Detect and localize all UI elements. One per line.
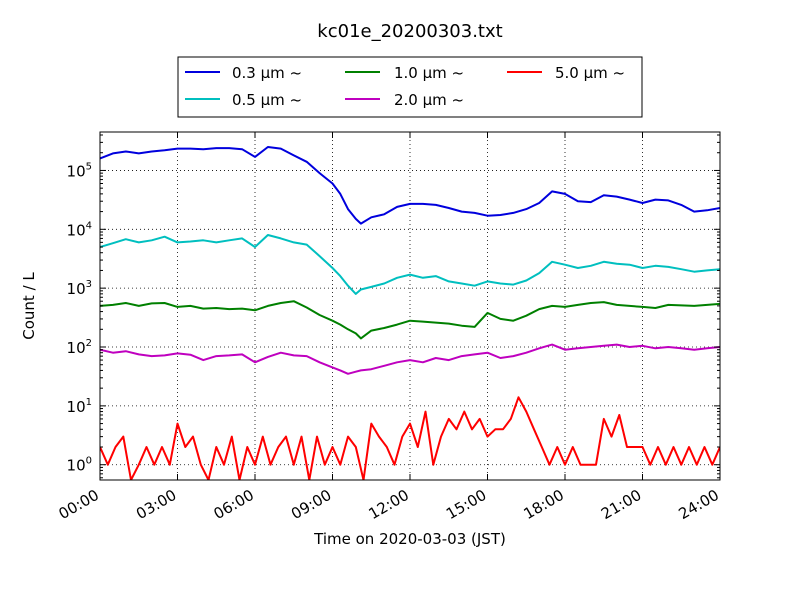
x-tick-label: 06:00 xyxy=(211,486,257,523)
y-tick-labels: 100 101 102 103 104 105 xyxy=(67,161,92,474)
legend-label-2.0um: 2.0 μm ~ xyxy=(394,91,464,109)
x-tick-labels: 00:00 03:00 06:00 09:00 12:00 15:00 18:00 21:00… xyxy=(56,486,722,523)
x-tick-label: 18:00 xyxy=(521,486,567,523)
legend-item-1.0um: 1.0 μm ~ xyxy=(345,64,464,82)
axis-ticks xyxy=(99,132,721,480)
legend-item-0.5um: 0.5 μm ~ xyxy=(185,91,302,109)
x-tick-label: 12:00 xyxy=(366,486,412,523)
gridlines xyxy=(100,132,720,480)
x-tick-label: 03:00 xyxy=(133,486,179,523)
legend-label-1.0um: 1.0 μm ~ xyxy=(394,64,464,82)
legend-item-5.0um: 5.0 μm ~ xyxy=(507,64,625,82)
legend: 0.3 μm ~ 1.0 μm ~ 5.0 μm ~ 0.5 μm ~ 2.0 … xyxy=(177,56,643,118)
legend-frame xyxy=(177,56,643,118)
legend-item-2.0um: 2.0 μm ~ xyxy=(345,91,464,109)
x-tick-label: 09:00 xyxy=(288,486,334,523)
series-line-3 xyxy=(100,343,720,375)
x-tick-label: 21:00 xyxy=(598,486,644,523)
y-tick-label: 102 xyxy=(67,338,92,357)
legend-label-0.3um: 0.3 μm ~ xyxy=(232,64,302,82)
x-tick-label: 00:00 xyxy=(56,486,102,523)
y-axis-label: Count / L xyxy=(20,272,38,340)
series-line-0 xyxy=(100,146,720,225)
y-tick-label: 103 xyxy=(67,279,92,298)
series-line-4 xyxy=(100,396,720,480)
y-tick-label: 101 xyxy=(67,397,92,416)
x-axis-label: Time on 2020-03-03 (JST) xyxy=(313,530,506,548)
y-tick-label: 100 xyxy=(67,456,92,475)
y-tick-label: 105 xyxy=(67,161,92,180)
series-lines xyxy=(100,146,720,480)
x-tick-label: 24:00 xyxy=(676,486,722,523)
series-line-1 xyxy=(100,234,720,295)
legend-label-5.0um: 5.0 μm ~ xyxy=(555,64,625,82)
chart-title: kc01e_20200303.txt xyxy=(317,21,502,42)
legend-label-0.5um: 0.5 μm ~ xyxy=(232,91,302,109)
x-tick-label: 15:00 xyxy=(443,486,489,523)
series-line-2 xyxy=(100,300,720,340)
legend-item-0.3um: 0.3 μm ~ xyxy=(185,64,302,82)
y-tick-label: 104 xyxy=(67,220,92,239)
